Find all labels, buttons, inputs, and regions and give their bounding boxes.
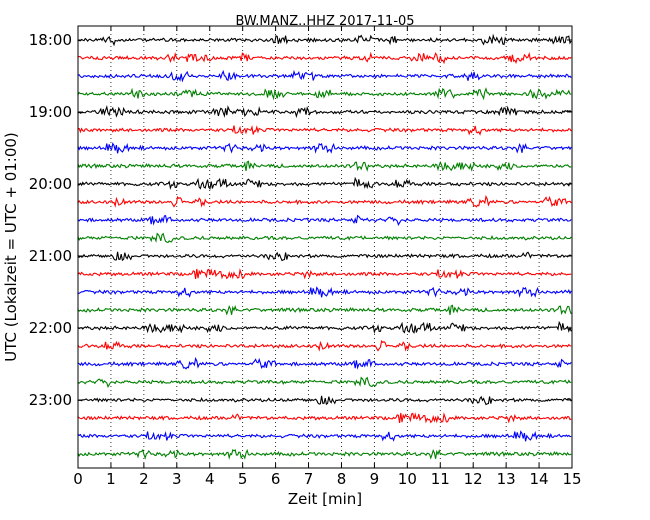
y-tick-label: 21:00 bbox=[29, 247, 72, 265]
trace-2200 bbox=[77, 320, 572, 334]
x-tick-label: 0 bbox=[73, 470, 83, 488]
trace-2300 bbox=[77, 395, 572, 406]
trace-2215 bbox=[77, 339, 572, 352]
plot-frame bbox=[77, 25, 573, 469]
y-tick-label: 23:00 bbox=[29, 391, 72, 409]
traces bbox=[77, 33, 572, 460]
x-tick-label: 1 bbox=[106, 470, 116, 488]
y-tick-label: 18:00 bbox=[29, 31, 72, 49]
trace-1915 bbox=[77, 125, 572, 136]
y-tick-label: 19:00 bbox=[29, 103, 72, 121]
trace-1815 bbox=[77, 51, 572, 65]
x-tick-label: 3 bbox=[172, 470, 182, 488]
x-axis-ticks: 0 1 2 3 4 5 6 7 8 9 10 11 12 13 14 15 bbox=[73, 26, 582, 488]
x-tick-label: 7 bbox=[304, 470, 314, 488]
chart-title: BW.MANZ..HHZ 2017-11-05 bbox=[235, 14, 414, 29]
trace-2345 bbox=[77, 448, 572, 460]
y-tick-label: 22:00 bbox=[29, 319, 72, 337]
trace-2100 bbox=[77, 251, 572, 262]
trace-2000 bbox=[77, 176, 572, 190]
x-axis-label: Zeit [min] bbox=[288, 490, 362, 508]
grid-lines bbox=[110, 26, 540, 468]
trace-2015 bbox=[77, 194, 572, 208]
trace-2245 bbox=[77, 376, 572, 388]
trace-2030 bbox=[77, 214, 572, 226]
x-tick-label: 11 bbox=[431, 470, 450, 488]
y-tick-label: 20:00 bbox=[29, 175, 72, 193]
x-tick-label: 12 bbox=[464, 470, 483, 488]
x-tick-label: 2 bbox=[139, 470, 149, 488]
x-tick-label: 4 bbox=[205, 470, 215, 488]
x-tick-label: 15 bbox=[562, 470, 581, 488]
x-tick-label: 5 bbox=[238, 470, 248, 488]
trace-1830 bbox=[77, 69, 572, 83]
trace-1845 bbox=[77, 87, 572, 101]
trace-2045 bbox=[77, 232, 572, 244]
trace-2330 bbox=[77, 430, 572, 442]
x-tick-label: 13 bbox=[497, 470, 516, 488]
trace-2145 bbox=[77, 304, 572, 316]
trace-1930 bbox=[77, 142, 572, 154]
x-tick-label: 10 bbox=[398, 470, 417, 488]
x-tick-label: 6 bbox=[271, 470, 281, 488]
trace-2115 bbox=[77, 268, 572, 280]
x-tick-label: 14 bbox=[530, 470, 549, 488]
trace-1800 bbox=[77, 33, 572, 47]
y-axis-ticks: 18:00 19:00 20:00 21:00 22:00 23:00 bbox=[29, 31, 572, 409]
x-tick-label: 9 bbox=[370, 470, 380, 488]
trace-1900 bbox=[77, 104, 572, 119]
x-tick-label: 8 bbox=[337, 470, 347, 488]
trace-2230 bbox=[77, 356, 572, 370]
trace-2130 bbox=[77, 286, 572, 298]
trace-2315 bbox=[77, 412, 572, 424]
y-axis-label: UTC (Lokalzeit = UTC + 01:00) bbox=[2, 132, 20, 362]
trace-1945 bbox=[77, 160, 572, 172]
